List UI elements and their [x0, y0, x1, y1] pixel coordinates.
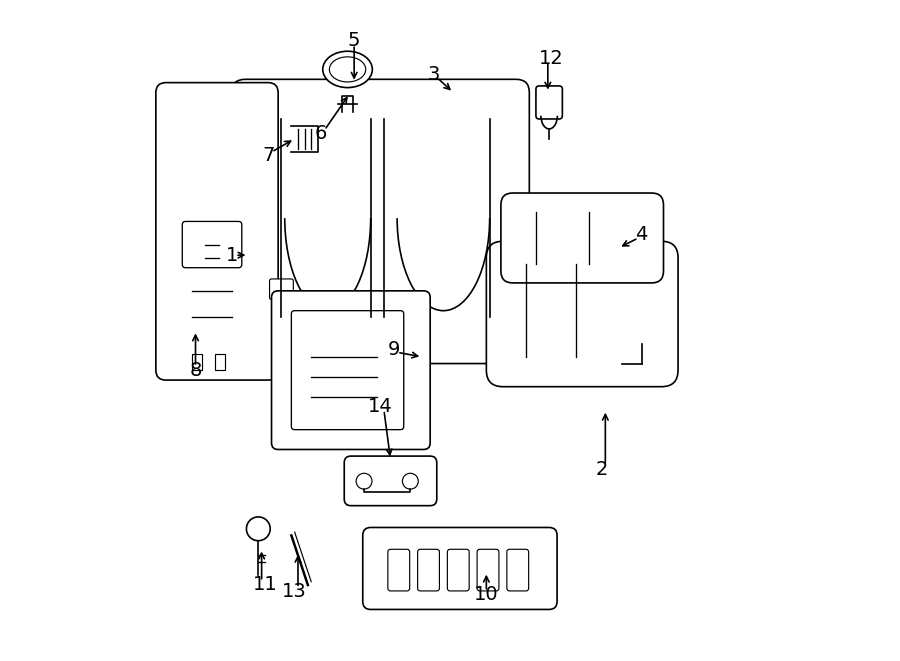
- FancyBboxPatch shape: [156, 83, 278, 380]
- Text: 10: 10: [474, 586, 499, 604]
- FancyBboxPatch shape: [486, 241, 678, 387]
- Text: 8: 8: [189, 361, 202, 379]
- FancyBboxPatch shape: [292, 311, 404, 430]
- Text: 5: 5: [348, 32, 360, 50]
- Text: 3: 3: [428, 65, 440, 83]
- Bar: [193, 354, 202, 370]
- Ellipse shape: [323, 51, 373, 87]
- FancyBboxPatch shape: [183, 221, 242, 268]
- FancyBboxPatch shape: [477, 549, 499, 591]
- Text: 4: 4: [635, 225, 648, 244]
- FancyBboxPatch shape: [501, 193, 663, 283]
- FancyBboxPatch shape: [507, 549, 528, 591]
- Text: 14: 14: [368, 397, 393, 416]
- FancyBboxPatch shape: [388, 549, 410, 591]
- Text: 2: 2: [596, 460, 608, 479]
- FancyBboxPatch shape: [232, 79, 529, 364]
- Text: 9: 9: [388, 340, 400, 358]
- FancyBboxPatch shape: [536, 86, 562, 119]
- Ellipse shape: [329, 57, 365, 82]
- Bar: [215, 354, 225, 370]
- Text: 1: 1: [226, 246, 239, 264]
- FancyBboxPatch shape: [344, 456, 436, 506]
- FancyBboxPatch shape: [269, 279, 293, 299]
- FancyBboxPatch shape: [447, 549, 469, 591]
- FancyBboxPatch shape: [272, 291, 430, 449]
- Text: 13: 13: [283, 582, 307, 601]
- Text: 12: 12: [539, 49, 563, 67]
- Text: 7: 7: [262, 146, 274, 165]
- Text: 11: 11: [253, 576, 277, 594]
- Text: 6: 6: [315, 124, 328, 143]
- FancyBboxPatch shape: [418, 549, 439, 591]
- FancyBboxPatch shape: [363, 527, 557, 609]
